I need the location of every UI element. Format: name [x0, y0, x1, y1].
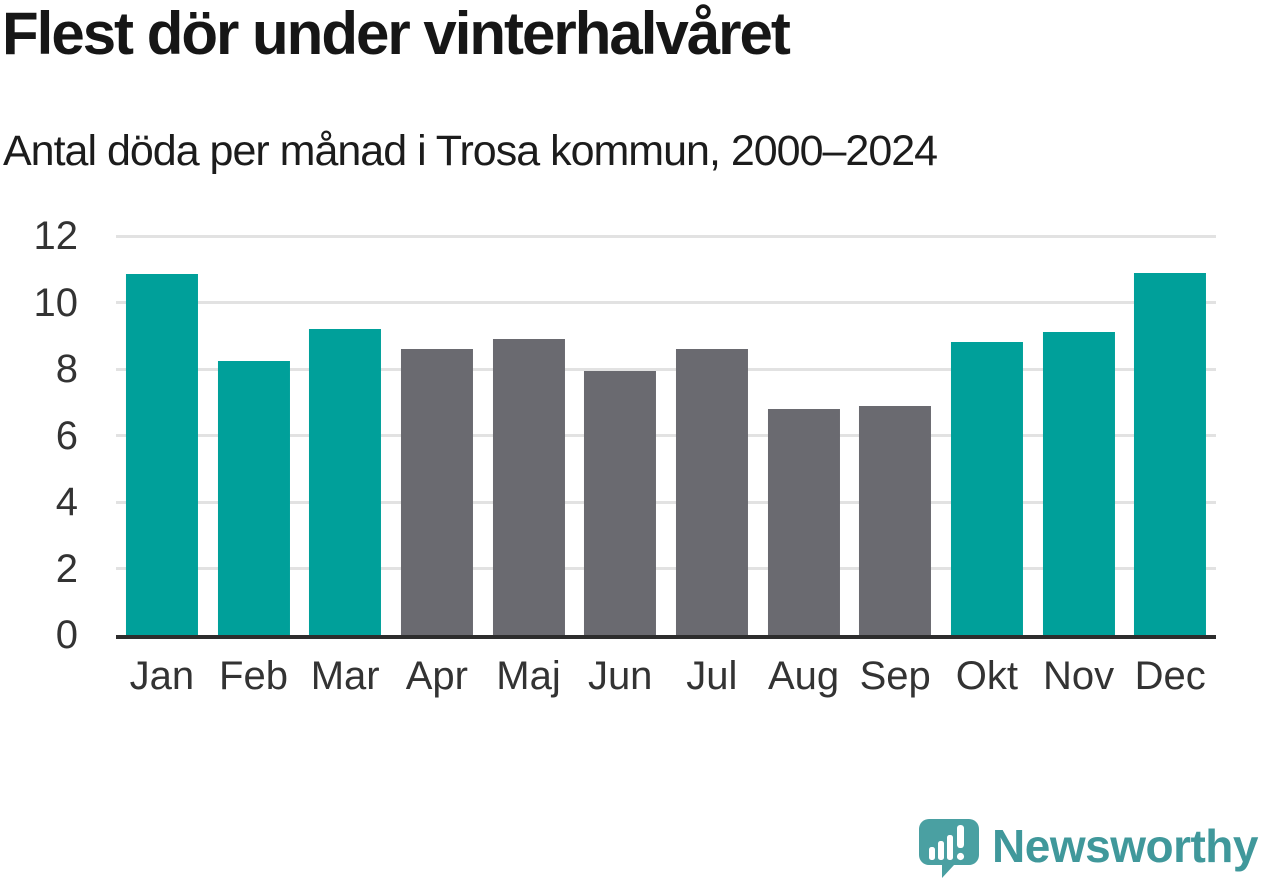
- x-tick-label-jan: Jan: [129, 654, 195, 698]
- x-tick-label-dec: Dec: [1134, 654, 1206, 698]
- bar-sep: [859, 405, 932, 635]
- bar-jan: [125, 274, 198, 635]
- chart-title: Flest dör under vinterhalvåret: [2, 0, 791, 67]
- gridline-4: [116, 500, 1216, 504]
- chart-subtitle: Antal döda per månad i Trosa kommun, 200…: [3, 127, 938, 175]
- bar-okt: [950, 342, 1023, 635]
- y-tick-label-4: 4: [55, 480, 78, 525]
- y-tick-label-8: 8: [55, 347, 78, 392]
- bar-apr: [400, 349, 473, 635]
- bar-feb: [217, 360, 290, 635]
- x-tick-label-jul: Jul: [686, 654, 738, 698]
- bar-aug: [767, 408, 840, 635]
- x-axis-labels: Jan Feb Mar Apr Maj Jun Jul Aug Sep Okt Nov Dec: [116, 654, 1216, 698]
- bar-chart-speech-bubble-icon: [919, 819, 980, 878]
- x-tick-label-apr: Apr: [405, 654, 468, 698]
- x-tick-label-feb: Feb: [219, 654, 288, 698]
- x-tick-label-okt: Okt: [955, 654, 1018, 698]
- y-axis-labels: 0 2 4 6 8 10 12: [0, 216, 79, 655]
- plot-area: [116, 234, 1216, 639]
- newsworthy-logo: Newsworthy: [918, 818, 1258, 879]
- y-tick-label-10: 10: [33, 280, 79, 325]
- gridline-10: [116, 301, 1216, 304]
- gridline-8: [116, 367, 1216, 371]
- logo-text: Newsworthy: [992, 819, 1258, 872]
- bar-jul: [675, 349, 748, 635]
- x-tick-label-maj: Maj: [496, 654, 561, 698]
- y-tick-label-12: 12: [33, 214, 79, 258]
- gridline-12: [116, 234, 1216, 238]
- bar-jun: [584, 370, 657, 635]
- gridline-6: [116, 434, 1216, 437]
- y-tick-label-2: 2: [55, 546, 78, 591]
- x-tick-label-aug: Aug: [767, 654, 840, 698]
- bar-dec: [1134, 272, 1207, 635]
- bar-maj: [492, 339, 565, 635]
- gridline-2: [116, 567, 1216, 571]
- bar-nov: [1042, 332, 1115, 635]
- x-tick-label-sep: Sep: [859, 654, 931, 698]
- x-tick-label-nov: Nov: [1042, 654, 1115, 698]
- x-tick-label-mar: Mar: [310, 654, 380, 698]
- bar-mar: [309, 329, 382, 635]
- x-tick-label-jun: Jun: [587, 654, 653, 698]
- y-tick-label-6: 6: [55, 413, 78, 458]
- y-tick-label-0: 0: [55, 613, 78, 657]
